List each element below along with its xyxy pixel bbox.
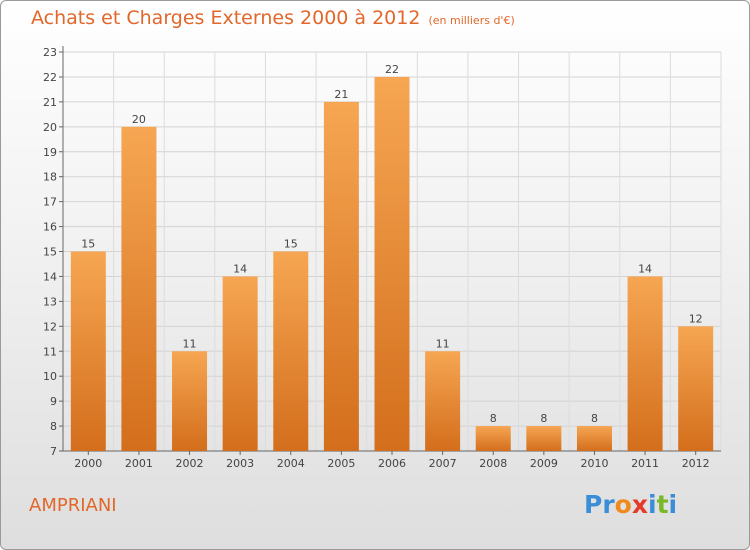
y-tick-label: 15 xyxy=(43,246,57,259)
bar-value-label: 20 xyxy=(132,113,146,126)
bar xyxy=(323,101,359,451)
bar xyxy=(678,326,714,451)
y-tick-label: 14 xyxy=(43,270,57,283)
y-tick-label: 23 xyxy=(43,46,57,59)
x-tick-label: 2009 xyxy=(530,457,558,470)
x-tick-label: 2010 xyxy=(580,457,608,470)
bars xyxy=(70,76,714,451)
x-tick-label: 2007 xyxy=(429,457,457,470)
bar xyxy=(526,426,562,451)
chart-title: Achats et Charges Externes 2000 à 2012 (e… xyxy=(31,7,515,29)
chart-title-text: Achats et Charges Externes 2000 à 2012 xyxy=(31,7,421,29)
logo-letter: x xyxy=(631,490,648,519)
logo-letter: P xyxy=(584,490,603,519)
bar-value-label: 15 xyxy=(81,238,95,251)
x-tick-label: 2006 xyxy=(378,457,406,470)
logo-letter: o xyxy=(614,490,632,519)
y-tick-label: 19 xyxy=(43,146,57,159)
bar-value-label: 8 xyxy=(591,412,598,425)
x-tick-label: 2001 xyxy=(125,457,153,470)
logo-letter: i xyxy=(668,490,678,519)
y-tick-label: 8 xyxy=(50,420,57,433)
bar-value-label: 15 xyxy=(284,238,298,251)
bar-value-label: 12 xyxy=(689,312,703,325)
y-tick-label: 11 xyxy=(43,345,57,358)
bar-value-label: 8 xyxy=(490,412,497,425)
y-tick-label: 21 xyxy=(43,96,57,109)
x-tick-label: 2003 xyxy=(226,457,254,470)
commune-name: AMPRIANI xyxy=(29,495,117,516)
logo-letter: i xyxy=(648,490,657,519)
data-labels: 15 20 11 14 15 21 22 11 8 8 8 14 12 xyxy=(81,63,702,425)
bar-value-label: 11 xyxy=(436,337,450,350)
bar xyxy=(121,126,157,451)
y-tick-label: 22 xyxy=(43,71,57,84)
bar xyxy=(70,251,106,451)
bar xyxy=(627,276,663,451)
x-tick-label: 2008 xyxy=(479,457,507,470)
bar xyxy=(273,251,309,451)
bar-value-label: 22 xyxy=(385,63,399,76)
bar-value-label: 8 xyxy=(540,412,547,425)
y-tick-label: 20 xyxy=(43,121,57,134)
bar xyxy=(576,426,612,451)
x-tick-label: 2000 xyxy=(74,457,102,470)
x-tick-label: 2005 xyxy=(327,457,355,470)
y-tick-label: 12 xyxy=(43,320,57,333)
bar-value-label: 14 xyxy=(233,262,247,275)
chart-subtitle: (en milliers d'€) xyxy=(428,14,515,27)
y-tick-label: 17 xyxy=(43,196,57,209)
bar-value-label: 14 xyxy=(638,262,652,275)
bar xyxy=(475,426,511,451)
bar xyxy=(425,351,461,451)
bar xyxy=(172,351,208,451)
x-tick-label: 2004 xyxy=(277,457,305,470)
logo-letter: t xyxy=(656,490,669,519)
y-tick-label: 18 xyxy=(43,171,57,184)
bar xyxy=(222,276,258,451)
x-tick-label: 2002 xyxy=(176,457,204,470)
bar xyxy=(374,76,410,451)
y-tick-label: 7 xyxy=(50,445,57,458)
logo-letter: r xyxy=(602,490,615,519)
y-tick-label: 10 xyxy=(43,370,57,383)
x-tick-label: 2011 xyxy=(631,457,659,470)
bar-value-label: 21 xyxy=(334,88,348,101)
x-tick-label: 2012 xyxy=(682,457,710,470)
y-tick-label: 9 xyxy=(50,395,57,408)
y-tick-label: 16 xyxy=(43,221,57,234)
y-tick-label: 13 xyxy=(43,295,57,308)
proxiti-logo: Proxiti xyxy=(584,490,677,519)
bar-value-label: 11 xyxy=(183,337,197,350)
